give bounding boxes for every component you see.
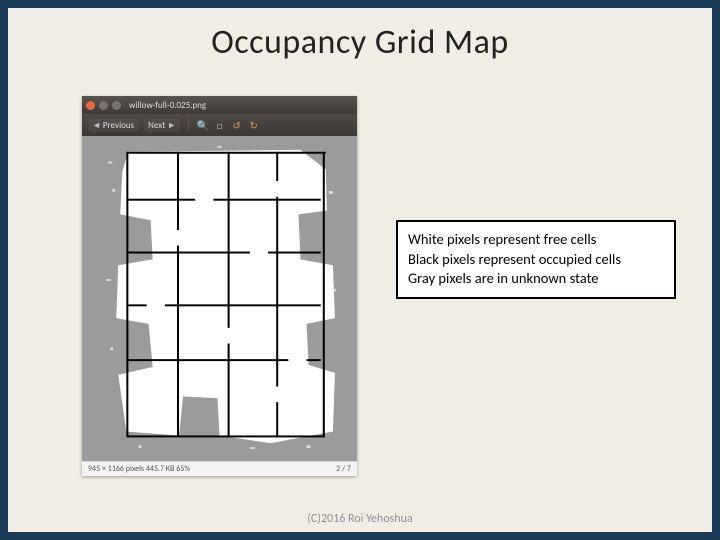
maximize-icon[interactable]: [112, 101, 121, 110]
legend-line-free: White pixels represent free cells: [408, 230, 664, 250]
rotate-left-icon[interactable]: ↺: [231, 120, 242, 131]
toolbar-separator: [188, 118, 189, 132]
occupancy-grid-image: [98, 142, 341, 455]
status-left: 945 × 1166 pixels 445.7 KB 65%: [88, 464, 190, 474]
legend-line-occupied: Black pixels represent occupied cells: [408, 250, 664, 270]
slide: Occupancy Grid Map willow-full-0.025.png…: [8, 8, 712, 532]
viewer-statusbar: 945 × 1166 pixels 445.7 KB 65% 2 / 7: [82, 461, 357, 476]
minimize-icon[interactable]: [99, 101, 108, 110]
window-filename: willow-full-0.025.png: [129, 100, 206, 111]
image-viewer-window: willow-full-0.025.png ◄ Previous Next ► …: [82, 96, 357, 476]
chevron-right-icon: ►: [167, 120, 176, 131]
status-right: 2 / 7: [336, 464, 351, 474]
legend-line-unknown: Gray pixels are in unknown state: [408, 269, 664, 289]
window-titlebar[interactable]: willow-full-0.025.png: [82, 96, 357, 114]
chevron-left-icon: ◄: [92, 120, 101, 131]
next-label: Next: [148, 120, 165, 131]
page-title: Occupancy Grid Map: [8, 22, 712, 63]
next-button[interactable]: Next ►: [144, 119, 180, 132]
zoom-out-icon[interactable]: □: [214, 120, 225, 131]
footer-copyright: (C)2016 Roi Yehoshua: [8, 512, 712, 526]
prev-label: Previous: [103, 120, 134, 131]
prev-button[interactable]: ◄ Previous: [88, 119, 138, 132]
rotate-right-icon[interactable]: ↻: [248, 120, 259, 131]
legend-callout: White pixels represent free cells Black …: [396, 220, 676, 299]
close-icon[interactable]: [86, 101, 95, 110]
viewer-toolbar: ◄ Previous Next ► 🔍 □ ↺ ↻: [82, 114, 357, 136]
zoom-in-icon[interactable]: 🔍: [197, 120, 208, 131]
viewer-canvas[interactable]: [82, 136, 357, 461]
